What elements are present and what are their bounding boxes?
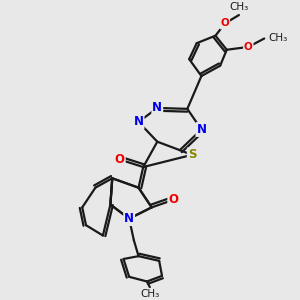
Text: CH₃: CH₃ <box>268 34 288 44</box>
Text: N: N <box>196 123 206 136</box>
Text: CH₃: CH₃ <box>140 289 159 298</box>
Text: O: O <box>168 194 178 206</box>
Text: CH₃: CH₃ <box>229 2 249 12</box>
Text: N: N <box>152 101 162 114</box>
Text: N: N <box>134 116 143 128</box>
Text: N: N <box>124 212 134 225</box>
Text: O: O <box>220 19 229 28</box>
Text: O: O <box>115 153 125 166</box>
Text: S: S <box>188 148 196 161</box>
Text: O: O <box>244 42 253 52</box>
